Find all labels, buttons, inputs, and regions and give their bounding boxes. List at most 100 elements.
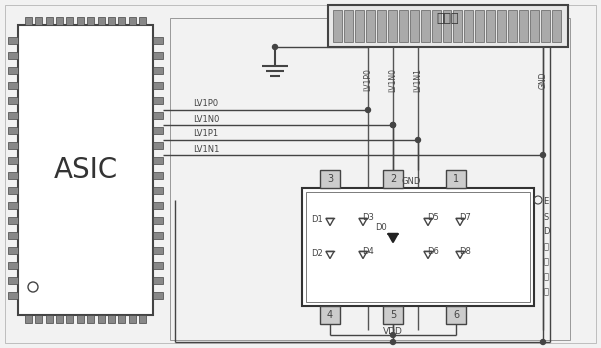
Bar [344,10,353,42]
Bar [170,18,570,340]
Circle shape [391,340,395,345]
Text: 芯: 芯 [543,272,549,282]
Text: GND: GND [401,177,420,187]
Bar [8,202,18,209]
Bar [77,315,84,323]
Polygon shape [424,219,432,226]
Text: D4: D4 [362,246,374,255]
Polygon shape [456,251,464,259]
Bar [508,10,517,42]
Bar [153,202,163,209]
Polygon shape [359,219,367,226]
Bar [519,10,528,42]
Bar [8,157,18,164]
Circle shape [540,340,546,345]
Bar [8,127,18,134]
Bar [153,172,163,179]
Bar [87,315,94,323]
Bar [8,277,18,284]
Bar [541,10,550,42]
Bar [35,315,42,323]
Bar [118,315,126,323]
Bar [8,112,18,119]
Bar [421,10,430,42]
Text: LV1P0: LV1P0 [364,69,373,92]
Bar [153,52,163,59]
Text: LV1P1: LV1P1 [193,129,218,139]
Text: E: E [543,198,549,206]
Polygon shape [326,251,334,259]
Bar [328,5,568,47]
Bar [139,315,146,323]
Polygon shape [424,251,432,259]
Bar [46,315,53,323]
Bar [153,217,163,224]
Bar [129,17,136,25]
Bar [153,157,163,164]
Bar [108,17,115,25]
Bar [153,112,163,119]
Bar [153,247,163,254]
Bar [97,17,105,25]
Bar [383,170,403,188]
Bar [25,17,32,25]
Bar [153,67,163,74]
Bar [56,315,63,323]
Text: D8: D8 [459,246,471,255]
Bar [366,10,375,42]
Text: 保: 保 [543,243,549,252]
Bar [320,306,340,324]
Text: ASIC: ASIC [53,156,118,184]
Circle shape [391,122,395,127]
Bar [8,262,18,269]
Text: D: D [543,228,549,237]
Bar [475,10,484,42]
Text: 2: 2 [390,174,396,184]
Text: LV1N1: LV1N1 [413,68,423,92]
Bar [129,315,136,323]
Bar [8,232,18,239]
Bar [8,172,18,179]
Bar [454,10,462,42]
Bar [139,17,146,25]
Bar [552,10,561,42]
Text: 6: 6 [453,310,459,320]
Circle shape [272,45,278,49]
Bar [8,142,18,149]
Bar [153,262,163,269]
Bar [153,82,163,89]
Bar [333,10,342,42]
Polygon shape [388,234,398,243]
Bar [8,97,18,104]
Text: GND: GND [538,71,548,89]
Text: 护: 护 [543,258,549,267]
Bar [377,10,386,42]
Bar [118,17,126,25]
Text: 1: 1 [453,174,459,184]
Text: LV1P0: LV1P0 [193,100,218,109]
Text: VDD: VDD [383,327,403,337]
Bar [320,170,340,188]
Bar [87,17,94,25]
Text: D0: D0 [375,222,387,231]
Bar [497,10,506,42]
Circle shape [540,152,546,158]
Bar [35,17,42,25]
Bar [56,17,63,25]
Text: D1: D1 [311,215,323,224]
Bar [486,10,495,42]
Text: 连接器: 连接器 [437,13,459,25]
Bar [302,188,534,306]
Text: LV1N0: LV1N0 [388,68,397,92]
Bar [442,10,451,42]
Bar [8,67,18,74]
Text: D2: D2 [311,248,323,258]
Bar [18,25,153,315]
Bar [67,315,73,323]
Bar [465,10,474,42]
Circle shape [391,332,395,338]
Bar [306,192,530,302]
Bar [153,187,163,194]
Bar [446,170,466,188]
Bar [97,315,105,323]
